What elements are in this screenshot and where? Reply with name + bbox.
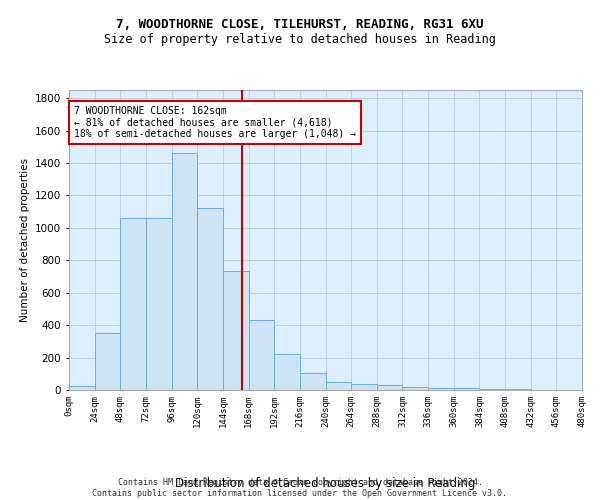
Bar xyxy=(146,218,172,390)
Text: 7, WOODTHORNE CLOSE, TILEHURST, READING, RG31 6XU: 7, WOODTHORNE CLOSE, TILEHURST, READING,… xyxy=(116,18,484,30)
Bar xyxy=(377,385,403,390)
Text: Contains HM Land Registry data © Crown copyright and database right 2024.
Contai: Contains HM Land Registry data © Crown c… xyxy=(92,478,508,498)
Bar xyxy=(428,388,454,390)
Bar xyxy=(454,388,479,390)
Bar xyxy=(403,387,428,390)
X-axis label: Distribution of detached houses by size in Reading: Distribution of detached houses by size … xyxy=(175,477,476,490)
Bar xyxy=(69,386,95,390)
Bar xyxy=(197,208,223,390)
Y-axis label: Number of detached properties: Number of detached properties xyxy=(20,158,29,322)
Bar xyxy=(121,218,146,390)
Bar xyxy=(274,354,300,390)
Bar xyxy=(325,382,351,390)
Bar xyxy=(479,389,505,390)
Bar xyxy=(300,373,325,390)
Bar xyxy=(223,271,248,390)
Bar xyxy=(95,333,121,390)
Bar xyxy=(505,389,531,390)
Bar xyxy=(351,384,377,390)
Bar xyxy=(248,320,274,390)
Text: Size of property relative to detached houses in Reading: Size of property relative to detached ho… xyxy=(104,32,496,46)
Bar xyxy=(172,153,197,390)
Text: 7 WOODTHORNE CLOSE: 162sqm
← 81% of detached houses are smaller (4,618)
18% of s: 7 WOODTHORNE CLOSE: 162sqm ← 81% of deta… xyxy=(74,106,356,140)
